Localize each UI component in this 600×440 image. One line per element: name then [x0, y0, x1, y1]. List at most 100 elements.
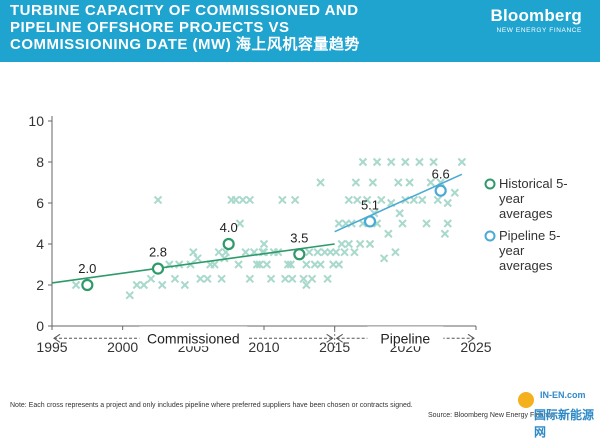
sun-icon — [518, 392, 534, 408]
footnote: Note: Each cross represents a project an… — [10, 402, 413, 409]
project-cross-pipeline — [344, 239, 354, 249]
project-cross-pipeline — [394, 178, 403, 187]
project-cross-pipeline — [350, 247, 359, 257]
project-cross-commissioned — [266, 274, 276, 284]
period-label: Pipeline — [380, 330, 430, 346]
project-cross-commissioned — [255, 260, 264, 269]
chart-area: 0 2 4 6 8 10 1995 2000 2005 2010 2015 2020 2025 2.0 2.… — [0, 62, 600, 392]
project-cross-commissioned — [196, 274, 205, 284]
project-cross-pipeline — [457, 157, 467, 167]
project-cross-commissioned — [305, 247, 314, 257]
project-cross-commissioned — [203, 274, 212, 284]
project-cross-pipeline — [422, 219, 431, 228]
project-cross-commissioned — [71, 280, 81, 290]
project-cross-pipeline — [344, 195, 354, 205]
project-cross-pipeline — [351, 178, 361, 187]
x-tick-label: 1995 — [36, 339, 67, 355]
legend-label: year — [499, 243, 525, 258]
project-cross-pipeline — [334, 260, 344, 269]
project-cross-commissioned — [234, 260, 243, 269]
bloomberg-logo: Bloomberg NEW ENERGY FINANCE — [490, 6, 582, 34]
project-cross-pipeline — [358, 157, 368, 167]
project-cross-pipeline — [377, 195, 386, 205]
project-cross-pipeline — [440, 229, 450, 238]
project-cross-pipeline — [415, 157, 424, 167]
project-cross-commissioned — [323, 274, 332, 284]
average-point — [81, 278, 94, 292]
period-label-bg — [139, 326, 248, 347]
source-note: Source: Bloomberg New Energy Finance — [428, 412, 555, 419]
project-cross-commissioned — [132, 280, 142, 290]
trendline-pipeline — [334, 173, 463, 233]
project-cross-pipeline — [450, 188, 460, 197]
watermark-domain: IN-EN.com — [540, 390, 586, 400]
data-label: 6.6 — [432, 167, 450, 182]
project-cross-pipeline — [426, 178, 435, 187]
project-cross-pipeline — [337, 239, 346, 249]
legend-marker — [484, 230, 496, 242]
legend-label: averages — [499, 206, 553, 221]
project-cross-pipeline — [379, 254, 389, 263]
project-cross-pipeline — [443, 219, 452, 228]
logo-brand: Bloomberg — [490, 6, 582, 25]
project-cross-commissioned — [316, 260, 325, 269]
project-cross-commissioned — [220, 254, 229, 263]
project-cross-pipeline — [418, 195, 427, 205]
project-cross-commissioned — [283, 260, 293, 269]
project-cross-commissioned — [302, 260, 311, 269]
project-cross-commissioned — [290, 195, 300, 205]
project-cross-pipeline — [391, 247, 400, 257]
y-tick-label: 4 — [36, 236, 44, 252]
project-cross-pipeline — [433, 195, 443, 205]
project-cross-commissioned — [238, 195, 248, 205]
project-cross-pipeline — [368, 178, 378, 187]
project-cross-commissioned — [241, 247, 250, 257]
period-arrow-head-right — [326, 333, 334, 343]
project-cross-commissioned — [170, 274, 180, 284]
period-label-bg — [367, 326, 444, 347]
project-cross-commissioned — [280, 274, 290, 284]
period-arrow-head-left — [53, 333, 61, 343]
y-tick-label: 10 — [28, 113, 44, 129]
project-cross-pipeline — [353, 195, 362, 205]
project-cross-pipeline — [443, 198, 452, 208]
trendline-historical — [51, 243, 335, 284]
project-cross-commissioned — [245, 195, 255, 205]
average-point — [434, 184, 447, 197]
legend-marker — [484, 178, 496, 190]
period-arrow-head-left — [335, 333, 343, 343]
header-banner: TURBINE CAPACITY OF COMMISSIONED AND PIP… — [0, 0, 600, 62]
project-cross-pipeline — [429, 157, 438, 167]
project-cross-commissioned — [125, 291, 134, 300]
project-cross-commissioned — [299, 274, 308, 284]
project-cross-commissioned — [286, 260, 296, 269]
project-cross-pipeline — [362, 195, 372, 205]
title-line-2: PIPELINE OFFSHORE PROJECTS VS — [10, 19, 290, 36]
project-cross-commissioned — [189, 247, 198, 257]
project-cross-pipeline — [334, 219, 344, 228]
project-cross-commissioned — [235, 219, 245, 228]
period-label: Commissioned — [147, 330, 240, 346]
y-tick-label: 8 — [36, 154, 44, 170]
average-point — [293, 248, 306, 261]
project-cross-commissioned — [153, 195, 163, 205]
data-label: 3.5 — [290, 230, 308, 245]
project-cross-pipeline — [384, 229, 393, 238]
chart-title: TURBINE CAPACITY OF COMMISSIONED AND PIP… — [10, 2, 470, 53]
average-point — [151, 262, 165, 275]
project-cross-commissioned — [302, 280, 311, 290]
project-cross-pipeline — [401, 157, 410, 167]
legend-label: year — [499, 191, 525, 206]
project-cross-pipeline — [395, 209, 404, 218]
project-cross-commissioned — [252, 260, 262, 269]
project-cross-pipeline — [372, 157, 382, 167]
project-cross-commissioned — [245, 274, 255, 284]
project-cross-commissioned — [307, 274, 317, 284]
project-cross-commissioned — [288, 274, 297, 284]
project-cross-pipeline — [386, 157, 396, 167]
site-watermark: IN-EN.com 国际新能源网 — [516, 386, 600, 439]
project-cross-pipeline — [355, 239, 365, 249]
project-cross-commissioned — [174, 260, 184, 269]
project-cross-commissioned — [278, 195, 287, 205]
